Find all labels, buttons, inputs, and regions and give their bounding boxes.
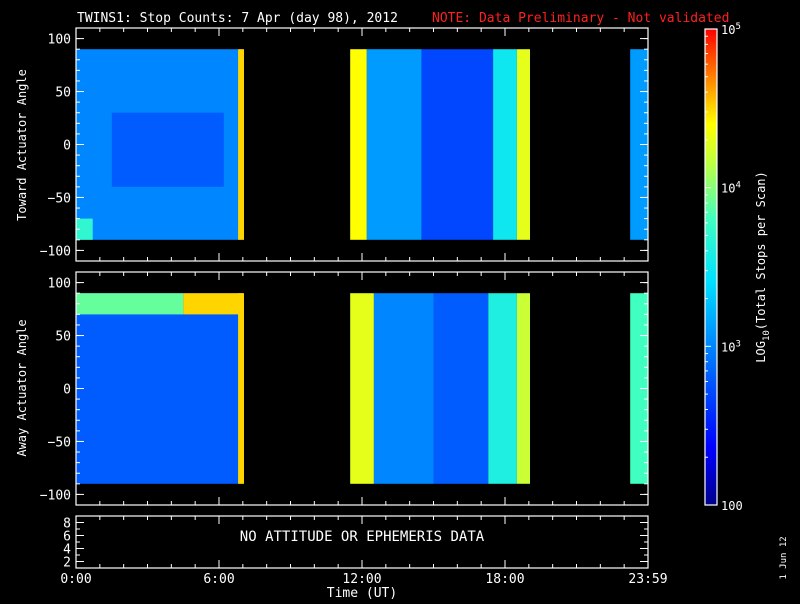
- heatmap-cell: [630, 293, 648, 484]
- heatmap-cell: [350, 49, 367, 240]
- colorbar-label-suffix: (Total Stops per Scan): [754, 171, 768, 330]
- y-tick-label: 6: [63, 530, 71, 545]
- y-tick-label: 50: [55, 330, 71, 345]
- preliminary-note: NOTE: Data Preliminary - Not validated: [432, 11, 729, 26]
- y-tick-label: 8: [63, 517, 71, 532]
- figure-title: TWINS1: Stop Counts: 7 Apr (day 98), 201…: [77, 11, 398, 26]
- colorbar-label-prefix: LOG: [754, 341, 768, 363]
- x-tick-label: 23:59: [628, 572, 667, 587]
- data-gap: [244, 273, 351, 504]
- y-tick-label: 100: [48, 277, 71, 292]
- x-axis-label: Time (UT): [327, 586, 397, 600]
- data-gap: [244, 29, 351, 260]
- x-tick-label: 18:00: [485, 572, 524, 587]
- heatmap-cell: [433, 293, 489, 484]
- y-tick-label: −100: [40, 488, 71, 503]
- heatmap-cell: [373, 293, 434, 484]
- heatmap-cell: [516, 49, 530, 240]
- heatmap-cell: [76, 293, 243, 484]
- x-tick-label: 0:00: [60, 572, 91, 587]
- date-stamp: 1 Jun 12: [779, 536, 789, 579]
- toward-panel: 100 50 0 −50 −100 Toward Actuator Angle: [15, 27, 649, 262]
- y-tick-label: 0: [63, 383, 71, 398]
- heatmap-cell: [183, 293, 243, 315]
- heatmap-cell: [630, 49, 648, 240]
- heatmap-cell: [516, 293, 530, 484]
- away-panel: 100 50 0 −50 −100 Away Actuator Angle: [15, 271, 649, 506]
- colorbar-tick-label: 104: [721, 181, 741, 196]
- toward-heatmap: [76, 29, 648, 260]
- y-tick-label: −50: [48, 191, 71, 206]
- colorbar-tick-label: 103: [721, 339, 741, 354]
- away-heatmap: [76, 273, 648, 504]
- heatmap-cell: [421, 49, 494, 240]
- y-tick-label: −100: [40, 244, 71, 259]
- heatmap-cell: [366, 49, 422, 240]
- colorbar-ticks: 105 104 103 100: [705, 22, 743, 513]
- y-tick-label: −50: [48, 435, 71, 450]
- colorbar-scale: [705, 29, 717, 505]
- colorbar-label: LOG10(Total Stops per Scan): [754, 171, 772, 362]
- colorbar-tick-label: 100: [721, 499, 743, 513]
- no-data-message: NO ATTITUDE OR EPHEMERIS DATA: [240, 529, 485, 545]
- heatmap-cell: [488, 293, 517, 484]
- heatmap-cell: [76, 218, 93, 240]
- toward-ylabel: Toward Actuator Angle: [15, 69, 29, 221]
- x-tick-label: 12:00: [342, 572, 381, 587]
- colorbar: 105 104 103 100 LOG10(Total Stops per Scan): [704, 22, 772, 513]
- data-gap: [530, 273, 631, 504]
- y-tick-label: 0: [63, 139, 71, 154]
- away-ylabel: Away Actuator Angle: [15, 319, 29, 456]
- data-gap: [530, 29, 631, 260]
- heatmap-cell: [493, 49, 517, 240]
- heatmap-cell: [76, 293, 184, 315]
- y-tick-label: 100: [48, 33, 71, 48]
- y-tick-label: 4: [63, 543, 71, 558]
- away-ticks: 100 50 0 −50 −100: [40, 271, 649, 506]
- heatmap-cell: [238, 293, 245, 484]
- x-tick-label: 6:00: [203, 572, 234, 587]
- heatmap-cell: [238, 49, 245, 240]
- heatmap-cell: [111, 112, 224, 187]
- colorbar-label-sub: 10: [762, 330, 772, 341]
- y-tick-label: 50: [55, 86, 71, 101]
- colorbar-tick-label: 105: [721, 22, 741, 37]
- heatmap-cell: [350, 293, 374, 484]
- toward-ticks: 100 50 0 −50 −100: [40, 27, 649, 262]
- y-tick-label: 2: [63, 556, 71, 571]
